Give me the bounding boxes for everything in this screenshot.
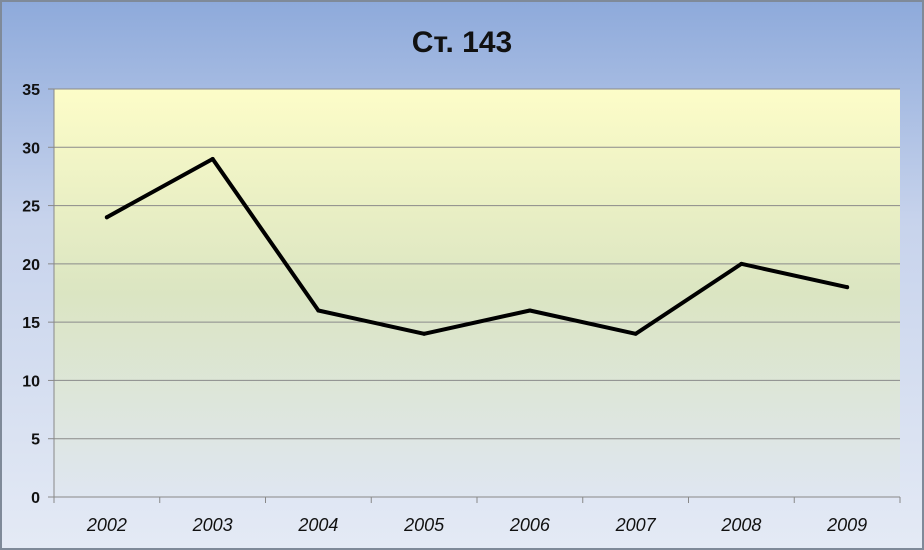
- x-tick-label: 2009: [826, 515, 867, 535]
- chart-title: Ст. 143: [412, 26, 512, 59]
- data-point: [316, 308, 321, 313]
- data-point: [104, 215, 109, 220]
- data-point: [210, 156, 215, 161]
- data-point: [633, 331, 638, 336]
- data-point: [739, 261, 744, 266]
- series-line: [104, 156, 850, 336]
- x-tick-label: 2007: [615, 515, 657, 535]
- y-tick-label: 0: [31, 490, 40, 507]
- series: [104, 156, 850, 336]
- y-tick-label: 35: [22, 82, 40, 99]
- y-tick-label: 15: [22, 315, 40, 332]
- x-tick-label: 2003: [192, 515, 233, 535]
- y-tick-label: 25: [22, 199, 40, 216]
- x-tick-label: 2008: [720, 515, 761, 535]
- x-tick-label: 2004: [297, 515, 338, 535]
- data-point: [527, 308, 532, 313]
- x-tick-label: 2002: [86, 515, 127, 535]
- x-axis-ticks: 2002 2003 2004 2005 2006 2007 2008 2009: [53, 497, 901, 535]
- y-tick-label: 10: [22, 373, 40, 390]
- y-tick-label: 30: [22, 140, 40, 157]
- data-point: [422, 331, 427, 336]
- plot-area: [54, 89, 900, 497]
- x-tick-label: 2006: [509, 515, 551, 535]
- y-tick-label: 5: [31, 432, 40, 449]
- y-tick-label: 20: [22, 257, 40, 274]
- x-tick-label: 2005: [403, 515, 445, 535]
- data-point: [845, 285, 850, 290]
- y-axis-ticks: 0 5 10 15 20 25 30 35: [22, 82, 54, 507]
